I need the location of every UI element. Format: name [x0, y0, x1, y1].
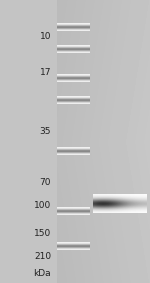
Text: kDa: kDa: [33, 269, 51, 278]
Text: 35: 35: [39, 127, 51, 136]
Text: 17: 17: [39, 68, 51, 77]
Text: 210: 210: [34, 252, 51, 261]
Text: 10: 10: [39, 32, 51, 41]
Text: 70: 70: [39, 178, 51, 187]
Text: 100: 100: [34, 201, 51, 210]
Text: 150: 150: [34, 229, 51, 238]
